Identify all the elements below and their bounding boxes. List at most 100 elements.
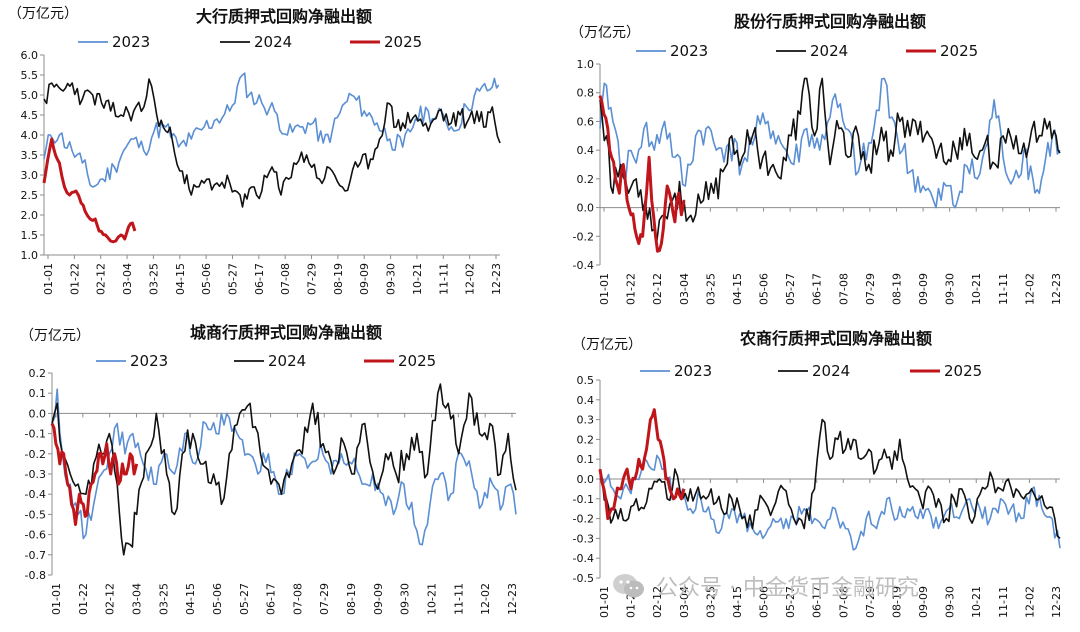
y-tick-label: -0.7 xyxy=(25,549,46,562)
x-tick-label: 10-21 xyxy=(970,586,983,618)
legend-label-2024: 2024 xyxy=(812,362,850,380)
x-tick-label: 09-30 xyxy=(385,263,398,295)
series-line-2025 xyxy=(598,408,686,521)
y-tick-label: 0.4 xyxy=(577,144,595,157)
y-tick-label: 0.0 xyxy=(577,473,595,486)
chart-panel-3: 城商行质押式回购净融出额 （万亿元） -0.8 -0.7 -0.6 -0.5 -0.4 -0.… xyxy=(20,323,519,615)
x-tick-label: 04-15 xyxy=(731,273,744,305)
x-tick-label: 10-21 xyxy=(411,263,424,295)
y-tick-label: 0.2 xyxy=(29,367,47,380)
x-tick-label: 06-17 xyxy=(811,586,824,618)
x-tick-label: 07-08 xyxy=(837,273,850,305)
x-tick-label: 09-30 xyxy=(399,583,412,615)
x-tick-label: 11-11 xyxy=(437,263,450,295)
series-line-2023 xyxy=(599,454,1061,551)
y-tick-label: -0.2 xyxy=(25,448,46,461)
y-tick-label: -0.2 xyxy=(573,513,594,526)
y-tick-label: 0.4 xyxy=(577,394,595,407)
x-tick-label: 09-09 xyxy=(917,586,930,618)
y-tick-label: 0.6 xyxy=(577,115,595,128)
legend-label-2025: 2025 xyxy=(398,352,436,370)
chart-panel-4: 农商行质押式回购净融出额 （万亿元） -0.5 -0.4 -0.3 -0.2 -0.1 0.0… xyxy=(572,329,1063,618)
x-tick-label: 12-02 xyxy=(1023,586,1036,618)
y-tick-label: 0.0 xyxy=(29,407,47,420)
x-tick-label: 10-21 xyxy=(970,273,983,305)
y-tick-label: 0.1 xyxy=(577,453,595,466)
x-tick-label: 05-27 xyxy=(238,583,251,615)
x-tick-label: 12-23 xyxy=(1050,273,1063,305)
y-tick-label: -0.8 xyxy=(25,569,46,582)
x-tick-label: 04-15 xyxy=(174,263,187,295)
x-tick-label: 08-19 xyxy=(890,586,903,618)
x-tick-label: 01-01 xyxy=(50,583,63,615)
legend-label-2023: 2023 xyxy=(130,352,168,370)
x-tick-label: 06-17 xyxy=(265,583,278,615)
legend-label-2025: 2025 xyxy=(944,362,982,380)
unit-label: （万亿元） xyxy=(8,6,78,22)
legend-label-2025: 2025 xyxy=(384,33,422,51)
x-tick-label: 04-15 xyxy=(731,586,744,618)
series-line-2025 xyxy=(42,137,137,244)
y-tick-label: 1.0 xyxy=(577,58,595,71)
x-tick-label: 07-08 xyxy=(291,583,304,615)
x-tick-label: 07-29 xyxy=(864,586,877,618)
y-tick-label: 0.0 xyxy=(577,202,595,215)
x-tick-label: 08-19 xyxy=(890,273,903,305)
x-tick-label: 09-09 xyxy=(358,263,371,295)
y-tick-label: -0.5 xyxy=(25,508,46,521)
x-tick-label: 01-22 xyxy=(77,583,90,615)
x-tick-label: 02-12 xyxy=(95,263,108,295)
legend-label-2025: 2025 xyxy=(940,42,978,60)
x-tick-label: 05-27 xyxy=(226,263,239,295)
x-tick-label: 05-06 xyxy=(211,583,224,615)
x-tick-label: 01-01 xyxy=(598,586,611,618)
x-tick-label: 11-11 xyxy=(997,273,1010,305)
legend-label-2024: 2024 xyxy=(254,33,292,51)
x-tick-label: 11-11 xyxy=(452,583,465,615)
chart-title: 股份行质押式回购净融出额 xyxy=(734,12,926,31)
y-tick-label: -0.4 xyxy=(573,259,594,272)
x-tick-label: 01-22 xyxy=(68,263,81,295)
x-tick-label: 05-06 xyxy=(758,586,771,618)
y-tick-label: -0.4 xyxy=(573,552,594,565)
y-tick-label: 4.5 xyxy=(21,109,39,122)
y-tick-label: -0.1 xyxy=(25,428,46,441)
legend-label-2023: 2023 xyxy=(670,42,708,60)
x-tick-label: 11-11 xyxy=(997,586,1010,618)
x-tick-label: 08-19 xyxy=(332,263,345,295)
x-tick-label: 05-06 xyxy=(758,273,771,305)
legend-label-2023: 2023 xyxy=(674,362,712,380)
x-tick-label: 03-25 xyxy=(704,273,717,305)
y-tick-label: 1.5 xyxy=(21,229,39,242)
x-tick-label: 03-25 xyxy=(147,263,160,295)
y-tick-label: -0.3 xyxy=(25,468,46,481)
series-line-2025 xyxy=(598,95,686,253)
x-tick-label: 10-21 xyxy=(426,583,439,615)
x-tick-label: 03-25 xyxy=(704,586,717,618)
x-tick-label: 04-15 xyxy=(184,583,197,615)
y-tick-label: 0.3 xyxy=(577,414,595,427)
y-tick-label: 0.8 xyxy=(577,87,595,100)
y-tick-label: 0.5 xyxy=(577,374,595,387)
x-tick-label: 07-08 xyxy=(837,586,850,618)
y-tick-label: 5.5 xyxy=(21,69,39,82)
unit-label: （万亿元） xyxy=(570,25,640,41)
watermark: 公众号 · 中金货币金融研究 xyxy=(612,570,919,602)
series-line-2024 xyxy=(599,77,1061,242)
y-tick-label: 0.1 xyxy=(29,387,47,400)
x-tick-label: 12-02 xyxy=(464,263,477,295)
x-tick-label: 03-04 xyxy=(121,263,134,295)
chart-title: 农商行质押式回购净融出额 xyxy=(739,329,932,348)
series-line-2024 xyxy=(599,418,1061,539)
y-tick-label: -0.4 xyxy=(25,488,46,501)
y-tick-label: 5.0 xyxy=(21,89,39,102)
x-tick-label: 09-09 xyxy=(372,583,385,615)
series-line-2025 xyxy=(50,422,139,526)
legend-label-2024: 2024 xyxy=(810,42,848,60)
y-tick-label: 6.0 xyxy=(21,49,39,62)
x-tick-label: 07-29 xyxy=(864,273,877,305)
series-line-2023 xyxy=(51,388,517,546)
x-tick-label: 09-30 xyxy=(944,586,957,618)
series-line-2024 xyxy=(43,78,501,208)
